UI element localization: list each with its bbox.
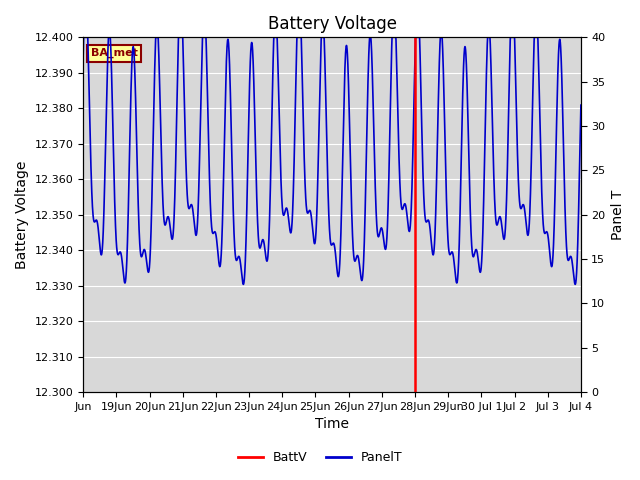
Title: Battery Voltage: Battery Voltage [268, 15, 397, 33]
Text: BA_met: BA_met [91, 48, 138, 58]
Legend: BattV, PanelT: BattV, PanelT [232, 446, 408, 469]
Y-axis label: Battery Voltage: Battery Voltage [15, 160, 29, 269]
Y-axis label: Panel T: Panel T [611, 190, 625, 240]
X-axis label: Time: Time [315, 418, 349, 432]
